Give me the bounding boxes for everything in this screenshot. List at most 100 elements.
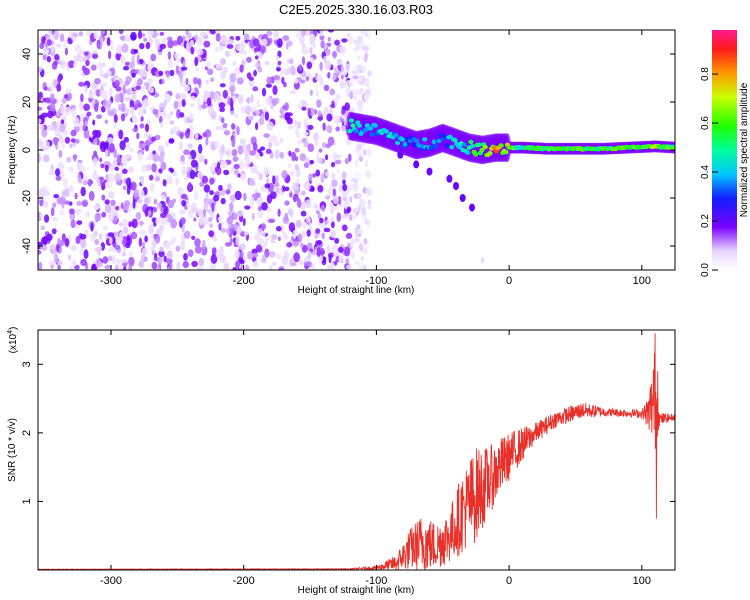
noise-blob	[115, 258, 121, 264]
noise-blob	[261, 257, 267, 263]
noise-blob	[336, 58, 343, 66]
noise-blob	[220, 144, 225, 154]
noise-blob	[130, 231, 138, 240]
noise-blob	[330, 162, 336, 168]
noise-blob	[91, 82, 96, 90]
noise-blob	[80, 238, 87, 249]
noise-blob	[326, 125, 333, 134]
noise-blob	[55, 168, 61, 177]
noise-blob	[227, 183, 232, 191]
noise-blob	[44, 214, 50, 223]
noise-blob	[275, 78, 283, 84]
noise-blob	[153, 198, 158, 205]
noise-blob	[323, 55, 327, 63]
noise-blob	[348, 153, 352, 162]
noise-blob	[326, 245, 331, 254]
noise-blob	[364, 30, 368, 38]
noise-blob	[150, 53, 157, 62]
noise-blob	[297, 198, 302, 208]
noise-blob	[166, 213, 171, 220]
noise-blob	[232, 156, 239, 163]
noise-blob	[329, 206, 334, 215]
noise-blob	[64, 187, 70, 198]
noise-blob	[128, 256, 135, 267]
noise-blob	[38, 118, 42, 124]
noise-blob	[209, 190, 215, 196]
noise-blob	[51, 43, 55, 54]
noise-blob	[41, 112, 49, 118]
noise-blob	[236, 77, 244, 85]
noise-blob	[319, 217, 324, 224]
noise-blob	[41, 36, 46, 45]
noise-blob	[87, 178, 92, 187]
noise-blob	[336, 255, 340, 263]
scale-prefix: (x10	[8, 333, 19, 353]
trace-point	[493, 149, 499, 154]
noise-blob	[228, 222, 234, 229]
noise-blob	[274, 175, 279, 184]
noise-blob	[151, 32, 159, 37]
noise-blob	[356, 55, 361, 61]
noise-blob	[254, 233, 260, 241]
noise-blob	[131, 72, 136, 78]
noise-blob	[359, 30, 366, 35]
noise-blob	[263, 133, 271, 139]
colorbar: 0.0 0.2 0.4 0.6 0.8 Normalized spectral ampl…	[700, 30, 750, 277]
noise-blob	[317, 185, 324, 193]
noise-blob	[109, 40, 114, 51]
noise-blob	[79, 247, 84, 256]
noise-blob	[361, 201, 366, 208]
spectrogram-ylabel: Frequency (Hz)	[7, 116, 18, 185]
noise-blob	[351, 211, 357, 220]
colorbar-strip	[712, 30, 737, 270]
noise-blob	[152, 153, 160, 163]
noise-blob	[214, 46, 219, 53]
noise-blob	[194, 34, 199, 41]
trace-point	[356, 123, 362, 128]
noise-blob	[341, 38, 348, 43]
noise-blob	[160, 161, 167, 171]
noise-blob	[197, 171, 203, 178]
noise-blob	[120, 155, 128, 165]
noise-blob	[119, 140, 126, 151]
noise-blob	[158, 102, 166, 112]
noise-blob	[256, 99, 260, 109]
noise-blob	[68, 185, 74, 193]
noise-blob	[57, 264, 61, 270]
noise-blob	[367, 204, 372, 209]
noise-blob	[351, 107, 355, 114]
noise-blob	[78, 101, 84, 111]
noise-blob	[99, 69, 104, 78]
noise-blob	[187, 208, 194, 219]
noise-blob	[327, 36, 331, 42]
noise-blob	[227, 210, 232, 216]
noise-blob	[88, 91, 95, 99]
noise-blob	[128, 221, 132, 228]
noise-blob	[331, 179, 338, 187]
noise-blob	[40, 244, 48, 251]
noise-blob	[123, 65, 130, 71]
noise-blob	[300, 210, 307, 217]
noise-blob	[93, 169, 97, 178]
noise-blob	[133, 49, 139, 54]
noise-blob	[203, 40, 211, 48]
noise-blob	[233, 224, 238, 232]
noise-blob	[312, 43, 316, 48]
noise-blob	[74, 264, 80, 270]
noise-blob	[217, 216, 223, 222]
noise-blob	[99, 176, 104, 187]
noise-blob	[224, 242, 232, 247]
noise-blob	[59, 209, 64, 216]
noise-blob	[158, 250, 165, 258]
snr-ytick-label: 2	[21, 430, 33, 436]
noise-blob	[318, 247, 325, 256]
spec-xtick-label: -100	[365, 275, 387, 287]
noise-blob	[276, 226, 282, 232]
noise-blob	[158, 70, 164, 77]
noise-blob	[54, 53, 60, 61]
noise-blob	[64, 136, 71, 144]
noise-blob	[292, 240, 300, 247]
noise-blob	[83, 67, 91, 76]
noise-blob	[332, 204, 338, 210]
noise-blob	[56, 83, 62, 92]
